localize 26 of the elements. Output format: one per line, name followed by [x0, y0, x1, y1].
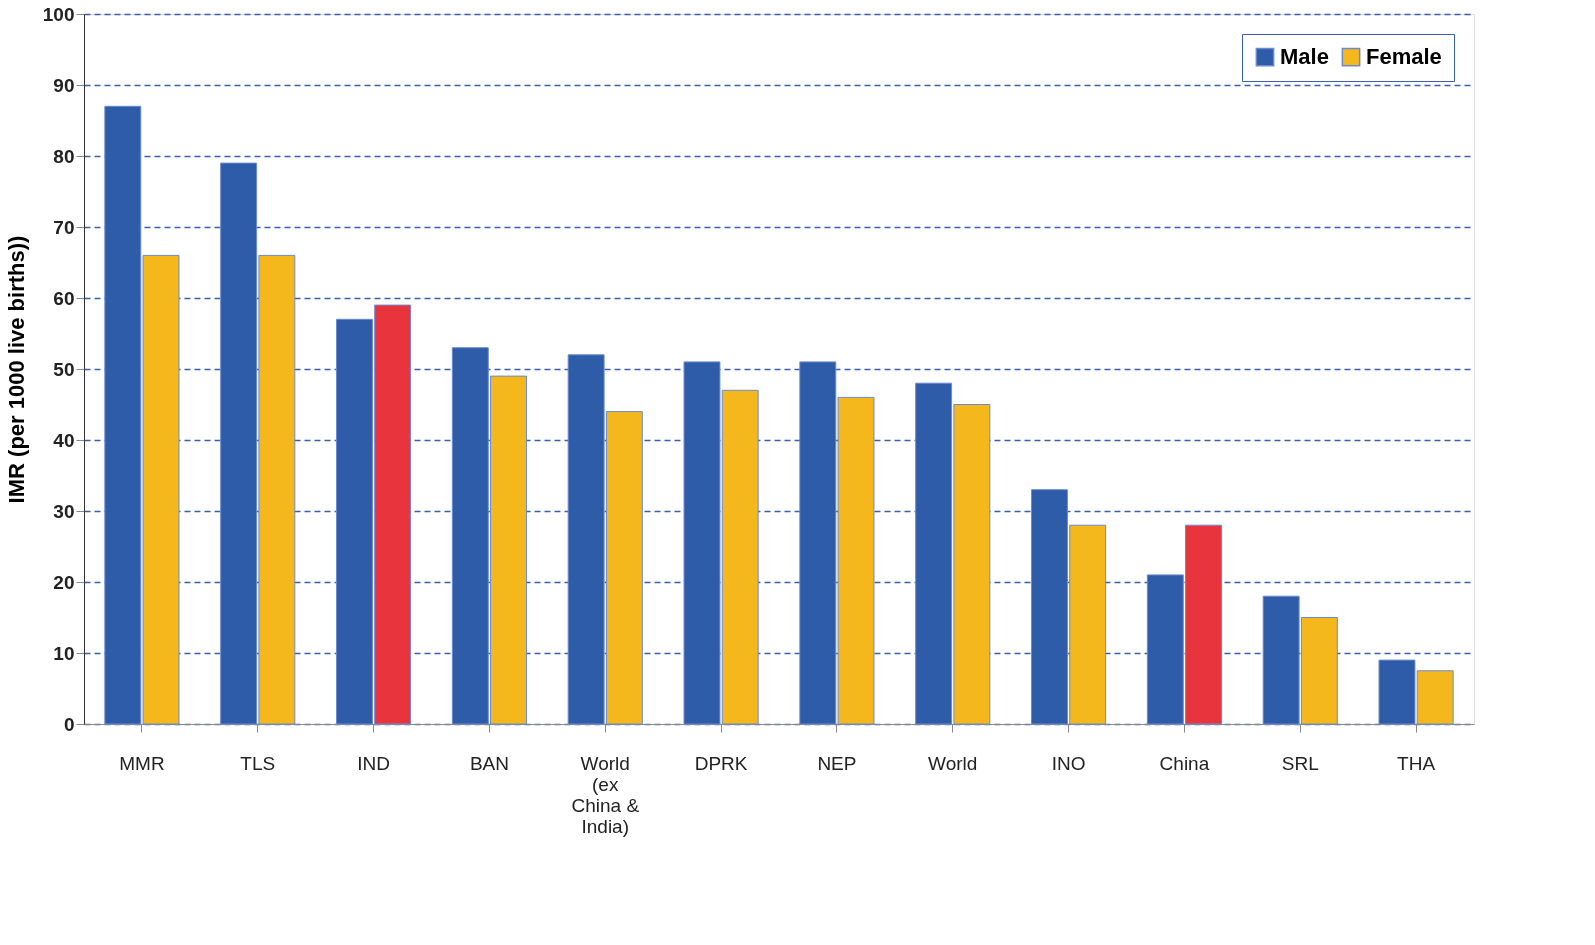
- legend-label: Male: [1280, 44, 1329, 70]
- y-tick-label: 40: [53, 429, 75, 451]
- x-tick-label: INO: [1051, 752, 1086, 774]
- x-tick-label: DPRK: [694, 752, 748, 774]
- y-tick-label: 100: [42, 3, 75, 25]
- y-tick-label: 20: [53, 571, 75, 593]
- y-tick-label: 50: [53, 358, 75, 380]
- y-tick-label: 10: [53, 642, 75, 664]
- legend-label: Female: [1366, 44, 1442, 70]
- y-tick-label: 70: [53, 216, 75, 238]
- x-tick-label: IND: [357, 752, 390, 774]
- x-tick-label: MMR: [119, 752, 165, 774]
- y-tick-label: 90: [53, 74, 75, 96]
- x-tick-label: SRL: [1281, 752, 1319, 774]
- x-tick-label: NEP: [817, 752, 857, 774]
- y-tick-label: 60: [53, 287, 75, 309]
- y-tick-label: 80: [53, 145, 75, 167]
- x-tick-label: THA: [1397, 752, 1436, 774]
- x-tick-label: World (ex China & India): [571, 752, 640, 837]
- y-axis-title: IMR (per 1000 live births)): [3, 235, 29, 504]
- x-tick-label: China: [1159, 752, 1210, 774]
- x-tick-label: BAN: [469, 752, 509, 774]
- y-tick-label: 0: [63, 713, 75, 735]
- y-tick-label: 30: [53, 500, 75, 522]
- x-tick-label: TLS: [240, 752, 276, 774]
- x-tick-label: World: [928, 752, 978, 774]
